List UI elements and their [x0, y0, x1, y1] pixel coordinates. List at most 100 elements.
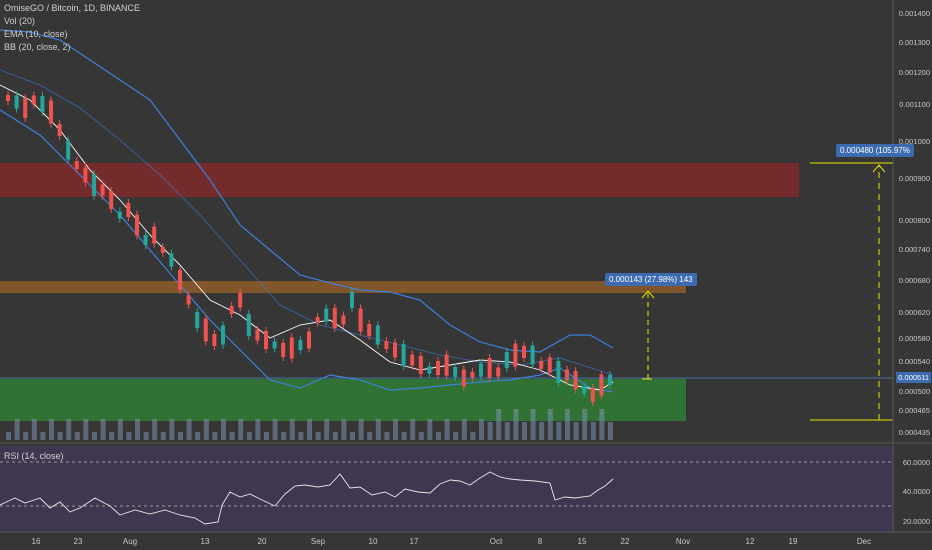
candle[interactable]: [143, 235, 148, 245]
candle[interactable]: [487, 358, 492, 378]
candle[interactable]: [178, 270, 182, 290]
indicator-bb[interactable]: BB (20, close, 2): [4, 42, 71, 52]
bollinger-lower-band: [0, 109, 614, 393]
candle[interactable]: [238, 292, 243, 308]
candle[interactable]: [272, 341, 277, 349]
time-tick: 8: [537, 537, 543, 546]
candle[interactable]: [186, 295, 191, 305]
candle[interactable]: [358, 308, 363, 332]
candle[interactable]: [23, 98, 28, 118]
volume-bar: [14, 419, 20, 440]
candle[interactable]: [49, 100, 53, 124]
candle[interactable]: [289, 337, 294, 359]
price-tick: 0.000580: [898, 334, 930, 343]
candle[interactable]: [229, 306, 234, 314]
candle[interactable]: [212, 334, 217, 346]
candle[interactable]: [547, 357, 552, 373]
rsi-tick: 60.0000: [902, 458, 930, 467]
rsi-tick: 20.0000: [902, 517, 930, 526]
candle[interactable]: [556, 361, 561, 383]
volume-bar: [573, 422, 579, 440]
candle[interactable]: [83, 167, 88, 183]
candle[interactable]: [513, 343, 518, 367]
candle[interactable]: [393, 342, 397, 358]
candlestick-series[interactable]: [6, 91, 612, 406]
candle[interactable]: [427, 366, 432, 374]
candle[interactable]: [582, 386, 587, 394]
volume-bar: [410, 419, 416, 440]
candle[interactable]: [281, 343, 286, 357]
candle[interactable]: [169, 253, 174, 267]
candle[interactable]: [135, 214, 139, 236]
candle[interactable]: [31, 95, 36, 105]
measure-1-label[interactable]: 0.000143 (27.98%) 143: [605, 273, 697, 286]
candle[interactable]: [324, 308, 329, 322]
candle[interactable]: [530, 345, 535, 365]
candle[interactable]: [109, 191, 114, 209]
candle[interactable]: [126, 203, 131, 217]
price-tick: 0.000900: [898, 174, 930, 183]
candle[interactable]: [117, 211, 122, 219]
candle[interactable]: [100, 184, 105, 196]
candle[interactable]: [195, 312, 200, 328]
candle[interactable]: [315, 317, 320, 323]
resistance-zone-orange[interactable]: [0, 281, 686, 293]
candle[interactable]: [453, 367, 458, 377]
candle[interactable]: [444, 354, 449, 376]
candle[interactable]: [92, 174, 96, 196]
candle[interactable]: [152, 226, 157, 244]
candle[interactable]: [203, 318, 208, 342]
candle[interactable]: [401, 344, 406, 366]
candle[interactable]: [341, 315, 346, 325]
candle[interactable]: [599, 374, 604, 396]
candle[interactable]: [522, 346, 526, 358]
resistance-zone-red[interactable]: [0, 163, 799, 197]
candle[interactable]: [496, 367, 501, 377]
candle[interactable]: [367, 324, 372, 336]
symbol-title[interactable]: OmiseGO / Bitcoin, 1D, BINANCE: [4, 3, 141, 13]
candle[interactable]: [436, 361, 440, 375]
indicator-rsi[interactable]: RSI (14, close): [4, 451, 64, 461]
measure-1-arrow-icon: [641, 290, 655, 299]
candle[interactable]: [221, 325, 225, 345]
candle[interactable]: [590, 388, 595, 402]
support-zone[interactable]: [0, 379, 686, 421]
price-tick: 0.000465: [898, 406, 930, 415]
volume-bar: [444, 419, 450, 440]
candle[interactable]: [246, 314, 251, 336]
candle[interactable]: [410, 354, 415, 366]
candle[interactable]: [479, 363, 483, 377]
indicator-vol[interactable]: Vol (20): [4, 16, 36, 26]
candle[interactable]: [470, 372, 475, 378]
candle[interactable]: [255, 329, 260, 341]
candle[interactable]: [384, 341, 389, 349]
candle[interactable]: [539, 361, 544, 369]
price-tick: 0.001000: [898, 137, 930, 146]
candle[interactable]: [264, 331, 268, 349]
candle[interactable]: [332, 308, 337, 328]
candle[interactable]: [40, 96, 45, 112]
indicator-ema[interactable]: EMA (10, close): [4, 29, 68, 39]
candle[interactable]: [608, 375, 612, 385]
candle[interactable]: [565, 369, 569, 381]
candle[interactable]: [66, 140, 71, 160]
candle[interactable]: [307, 331, 311, 349]
volume-bar: [169, 419, 175, 440]
volume-bar: [401, 432, 407, 440]
candle[interactable]: [573, 371, 578, 389]
candle[interactable]: [74, 161, 79, 169]
candle[interactable]: [160, 247, 165, 253]
candle[interactable]: [57, 124, 62, 136]
candle[interactable]: [14, 95, 19, 109]
volume-bar: [513, 409, 519, 440]
rsi-pane[interactable]: [0, 446, 893, 532]
candle[interactable]: [375, 325, 380, 345]
candle[interactable]: [298, 340, 303, 350]
volume-bar: [393, 419, 398, 440]
candle[interactable]: [418, 356, 423, 374]
candle[interactable]: [6, 95, 10, 101]
candle[interactable]: [504, 352, 509, 368]
measure-2-label[interactable]: 0.000480 (105.97%: [836, 144, 914, 157]
candle[interactable]: [350, 292, 354, 308]
